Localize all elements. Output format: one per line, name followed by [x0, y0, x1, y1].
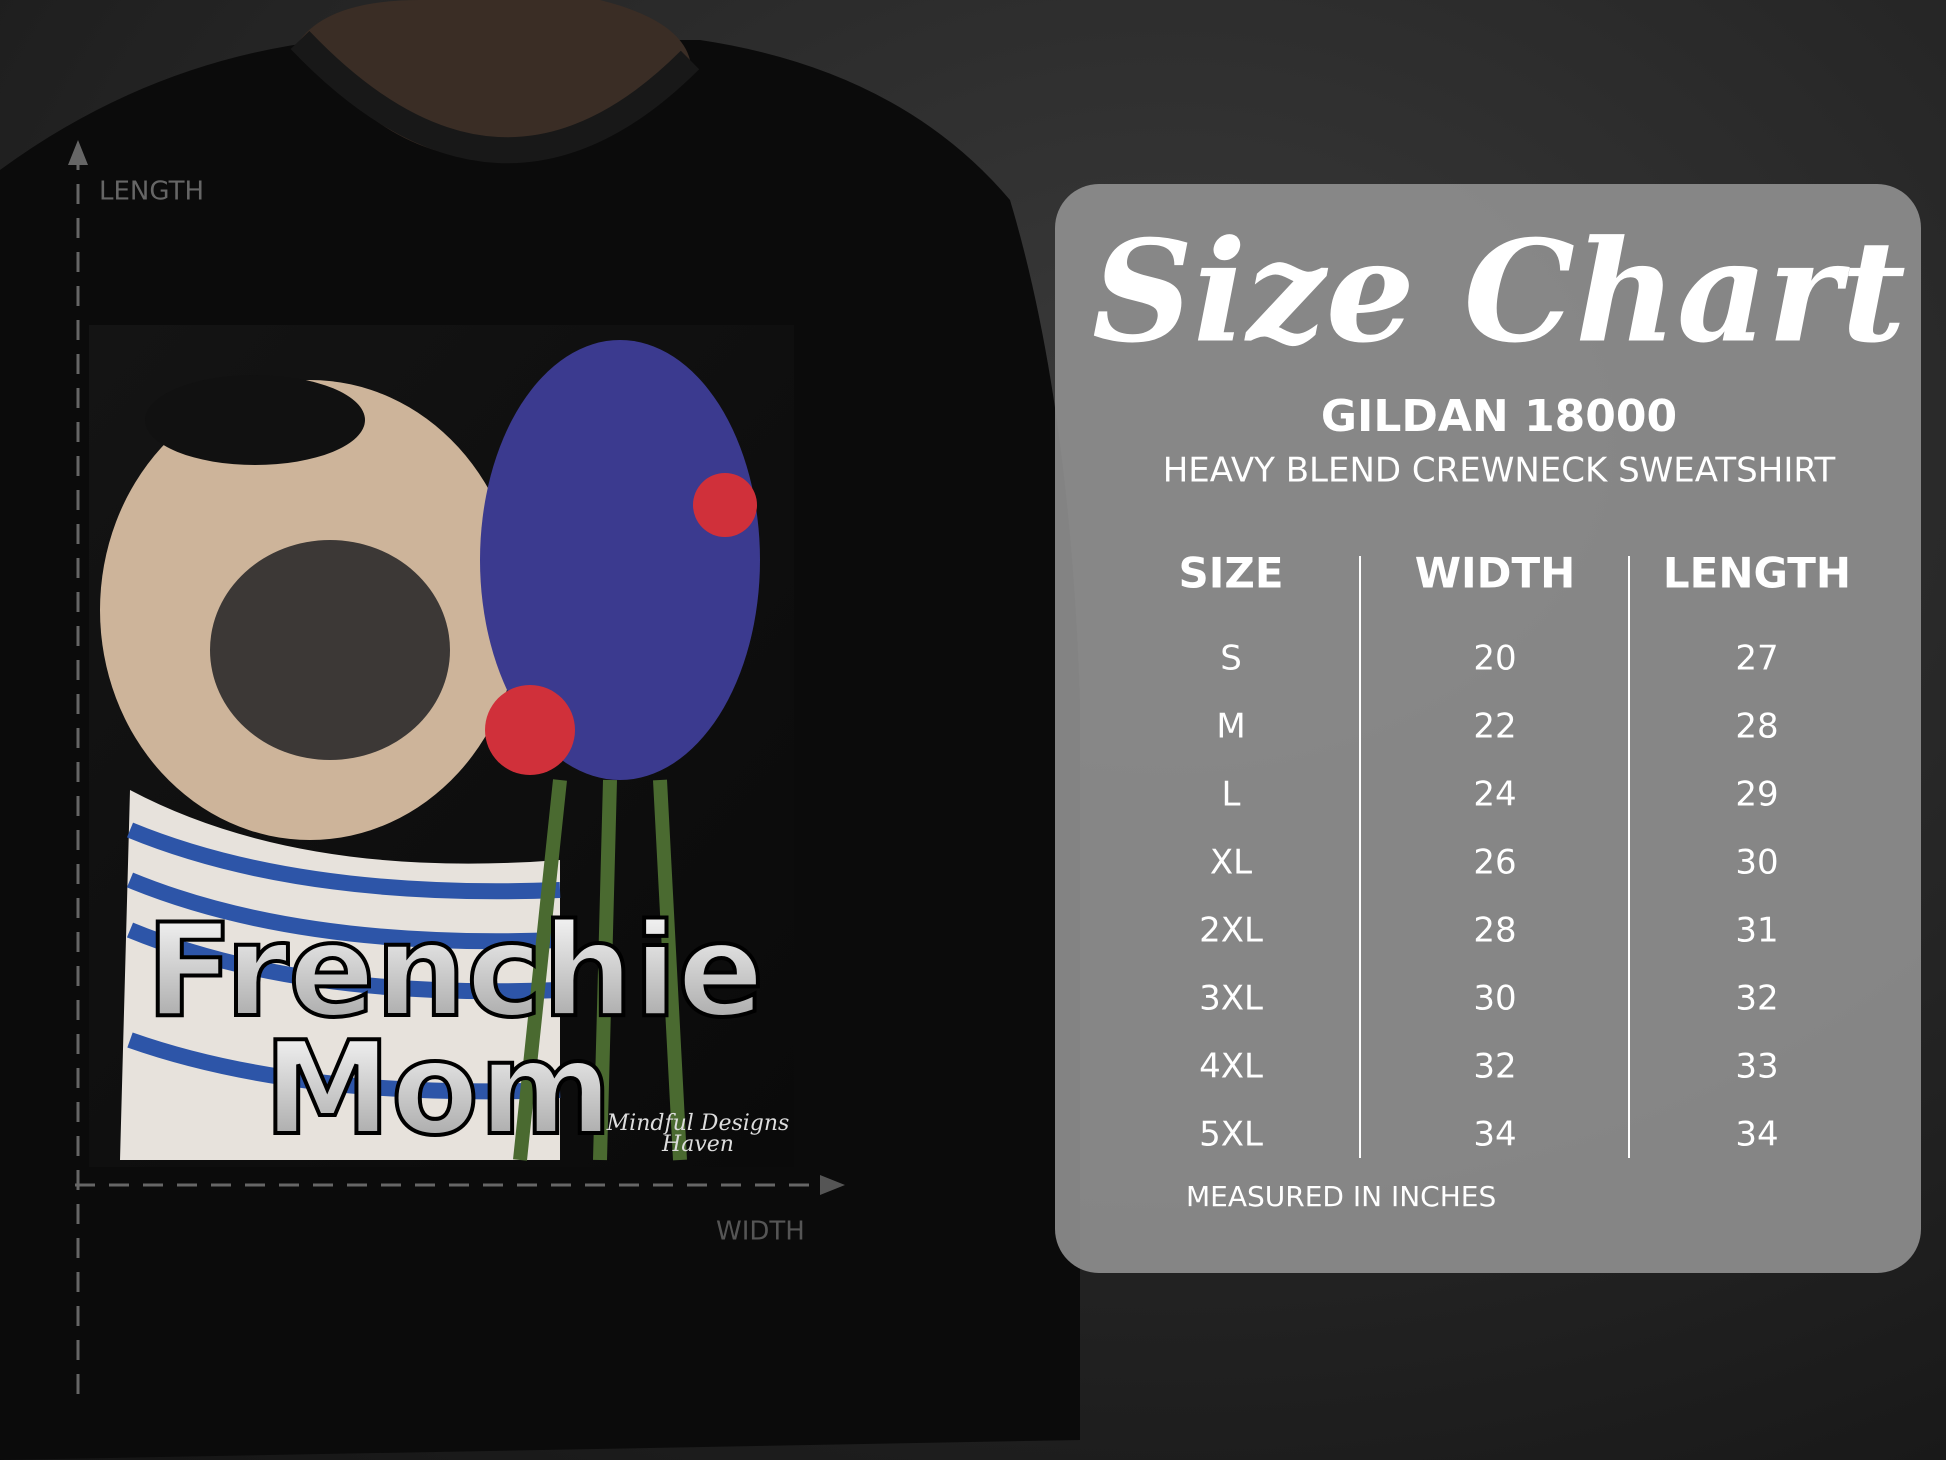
table-cell: 29 — [1735, 775, 1778, 815]
table-cell: 30 — [1735, 843, 1778, 883]
table-cell: 20 — [1473, 639, 1516, 679]
table-cell: 33 — [1735, 1047, 1778, 1087]
table-cell: 3XL — [1199, 979, 1263, 1019]
table-cell: 22 — [1473, 707, 1516, 747]
stripes — [126, 822, 561, 1100]
table-cell: 26 — [1473, 843, 1516, 883]
note: MEASURED IN INCHES — [1186, 1180, 1496, 1213]
table-cell: 31 — [1735, 911, 1778, 951]
width-label: WIDTH — [716, 1217, 805, 1247]
table-cell: XL — [1210, 843, 1252, 883]
signature: Haven — [661, 1132, 734, 1157]
table-cell: S — [1220, 639, 1242, 679]
table-cell: 32 — [1735, 979, 1778, 1019]
table-cell: 27 — [1735, 639, 1778, 679]
flower — [485, 685, 575, 775]
table-cell: 32 — [1473, 1047, 1516, 1087]
table-cell: 2XL — [1199, 911, 1263, 951]
length-label: LENGTH — [99, 177, 204, 207]
signature: Mindful Designs — [606, 1111, 790, 1136]
beret — [145, 375, 365, 465]
column-header: SIZE — [1178, 549, 1283, 598]
product: HEAVY BLEND CREWNECK SWEATSHIRT — [1163, 451, 1836, 491]
column-header: WIDTH — [1415, 549, 1576, 598]
table-cell: 24 — [1473, 775, 1516, 815]
table-cell: 34 — [1735, 1115, 1778, 1155]
table-cell: 34 — [1473, 1115, 1516, 1155]
table-cell: 28 — [1473, 911, 1516, 951]
design-text: Mom — [264, 1015, 613, 1164]
arrow-head — [820, 1175, 845, 1195]
column-header: LENGTH — [1663, 549, 1851, 598]
size-table: SIZE WIDTH LENGTH S 20 27 M 22 28 L 24 29 XL 26 30 2XL 2… — [1178, 549, 1851, 1155]
table-cell: 4XL — [1199, 1047, 1263, 1087]
size-chart-panel — [1055, 184, 1921, 1273]
flower — [693, 473, 757, 537]
stems — [513, 779, 687, 1161]
table-cell: 5XL — [1199, 1115, 1263, 1155]
bouquet — [480, 340, 760, 780]
table-cell: 30 — [1473, 979, 1516, 1019]
table-cell: M — [1216, 707, 1245, 747]
collar — [290, 31, 700, 164]
design-text: Frenchie — [146, 897, 764, 1046]
dog-muzzle — [210, 540, 450, 760]
table-cell: L — [1222, 775, 1241, 815]
arrow-head — [68, 140, 88, 165]
brand: GILDAN 18000 — [1321, 391, 1677, 442]
table-cell: 28 — [1735, 707, 1778, 747]
chart-title: Size Chart — [1092, 211, 1906, 375]
